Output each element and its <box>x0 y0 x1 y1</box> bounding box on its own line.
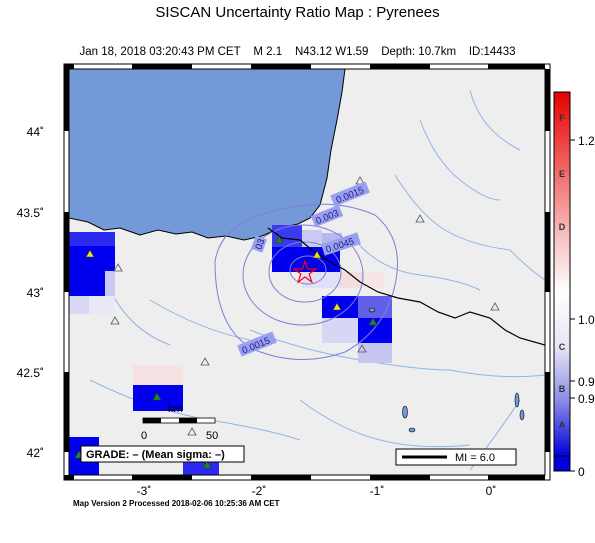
bay-of-biscay <box>69 69 346 241</box>
svg-text:43.5˚: 43.5˚ <box>17 206 44 220</box>
svg-text:0.9: 0.9 <box>578 392 595 406</box>
svg-text:0.9: 0.9 <box>578 375 595 389</box>
map-area: 0.0015 0.003 0.0045 0.0015 03 km 0 50 GR… <box>69 69 545 475</box>
grade-b: B <box>559 384 566 394</box>
svg-text:-2˚: -2˚ <box>252 484 267 498</box>
svg-text:44˚: 44˚ <box>27 125 44 139</box>
svg-text:03: 03 <box>254 237 268 251</box>
event-date: Jan 18, 2018 03:20:43 PM CET <box>79 46 241 58</box>
latitude-labels: 44˚ 43.5˚ 43˚ 42.5˚ 42˚ <box>17 125 44 460</box>
colorbar: F E D C B A 1.2 1.0 0.9 0.9 0 <box>553 91 595 479</box>
svg-text:-1˚: -1˚ <box>370 484 385 498</box>
event-location: N43.12 W1.59 <box>294 46 369 58</box>
grade-f: F <box>559 113 565 123</box>
grade-c: C <box>559 342 566 352</box>
svg-text:1.0: 1.0 <box>578 313 595 327</box>
country-border <box>267 227 545 346</box>
stations <box>74 176 500 469</box>
map-title: SISCAN Uncertainty Ratio Map : Pyrenees <box>155 4 440 21</box>
svg-text:1.2: 1.2 <box>578 134 595 148</box>
event-magnitude: M 2.1 <box>253 46 283 58</box>
epicenter-star-icon <box>292 259 318 284</box>
svg-text:43˚: 43˚ <box>27 286 44 300</box>
scale-bar: km 0 50 <box>141 403 218 442</box>
event-info: Jan 18, 2018 03:20:43 PM CET M 2.1 N43.1… <box>0 46 595 58</box>
scale-end: 50 <box>206 430 218 442</box>
contour-labels: 0.0015 0.003 0.0045 0.0015 03 <box>237 181 370 357</box>
scale-unit: km <box>168 403 183 415</box>
svg-text:-3˚: -3˚ <box>137 484 152 498</box>
svg-text:42.5˚: 42.5˚ <box>17 366 44 380</box>
svg-text:MI = 6.0: MI = 6.0 <box>455 452 495 464</box>
svg-text:0˚: 0˚ <box>486 484 497 498</box>
grade-box: GRADE: – (Mean sigma: –) <box>80 445 245 463</box>
map-frame <box>63 63 551 481</box>
mi-legend: MI = 6.0 <box>395 448 517 466</box>
grade-a: A <box>559 420 566 430</box>
longitude-labels: -3˚ -2˚ -1˚ 0˚ <box>137 484 497 498</box>
svg-text:0: 0 <box>578 465 585 479</box>
processing-footer: Map Version 2 Processed 2018-02-06 10:25… <box>73 499 280 508</box>
scale-start: 0 <box>141 430 147 442</box>
svg-text:GRADE: – (Mean sigma: –): GRADE: – (Mean sigma: –) <box>86 449 225 461</box>
grade-d: D <box>559 222 566 232</box>
grade-e: E <box>559 169 565 179</box>
svg-text:42˚: 42˚ <box>27 446 44 460</box>
event-id: ID:14433 <box>468 46 516 58</box>
event-depth: Depth: 10.7km <box>381 46 457 58</box>
